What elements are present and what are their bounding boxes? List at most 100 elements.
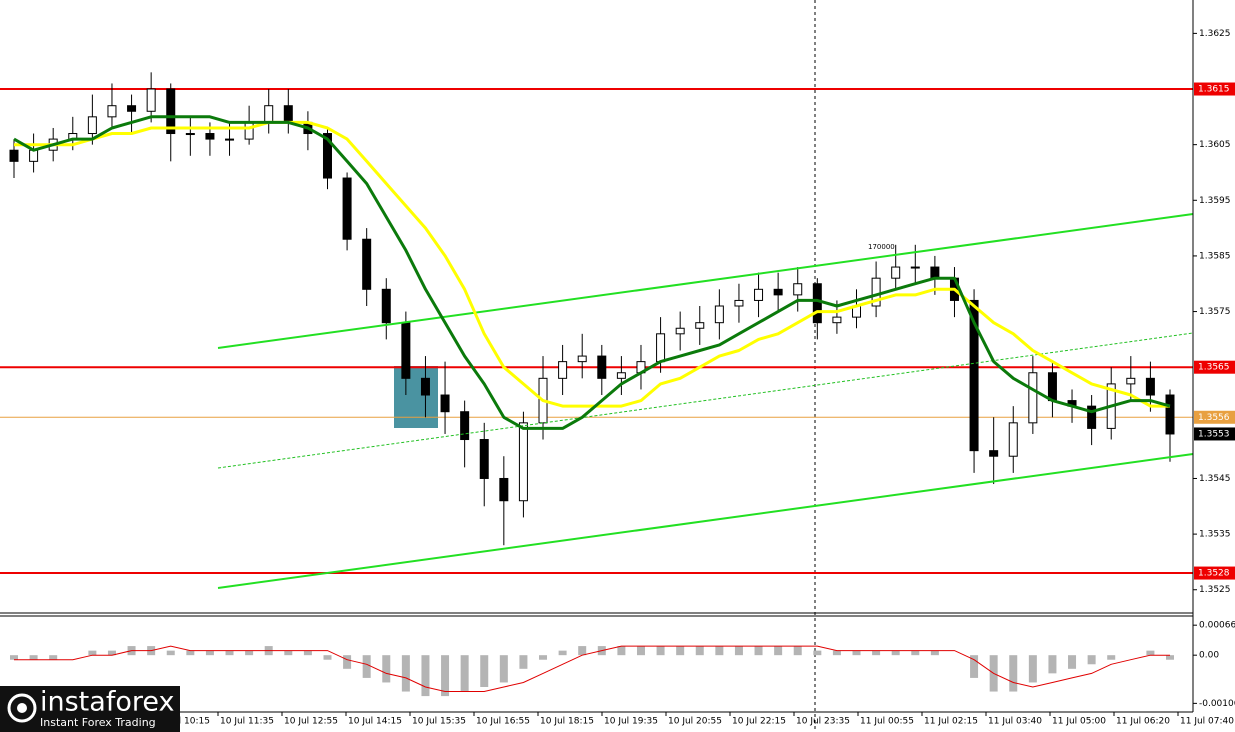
x-tick-label: 10 Jul 16:55 [476, 717, 530, 727]
macd-bar [872, 650, 881, 656]
candle-body [577, 355, 587, 363]
macd-bar [49, 655, 58, 660]
y-tick-label: 1.3625 [1199, 29, 1231, 39]
macd-bar [29, 655, 38, 660]
level-tag [1194, 360, 1235, 374]
candle-body [1047, 372, 1057, 402]
macd-bar [88, 650, 97, 656]
macd-bar [754, 646, 763, 656]
tagline: Instant Forex Trading [40, 716, 156, 729]
level-label: 1.3528 [1198, 569, 1230, 579]
x-tick-label: 10 Jul 15:35 [412, 717, 466, 727]
candle-body [754, 288, 764, 301]
macd-bar [715, 646, 724, 656]
macd-bar [284, 650, 293, 656]
candle-body [773, 288, 783, 296]
macd-bar [480, 655, 489, 687]
macd-bar [1146, 650, 1155, 656]
candle-body [29, 149, 39, 162]
brand: instaforex [40, 687, 174, 718]
macd-panel [0, 612, 1193, 697]
x-tick-label: 10 Jul 11:35 [220, 717, 274, 727]
candle-body [1165, 394, 1175, 435]
macd-bar [343, 655, 352, 669]
macd-bar [519, 655, 528, 669]
macd-signal [14, 645, 1170, 692]
x-tick-label: 10 Jul 18:15 [540, 717, 594, 727]
highlight-box [394, 366, 438, 428]
macd-bar [1009, 655, 1018, 692]
candle-body [127, 105, 137, 112]
candle-body [1028, 372, 1038, 424]
x-tick-label: 11 Jul 03:40 [988, 717, 1042, 727]
candle-body [1126, 377, 1136, 385]
macd-bar [441, 655, 450, 697]
x-tick-label: 10 Jul 20:55 [668, 717, 722, 727]
x-tick-label: 10 Jul 22:15 [732, 717, 786, 727]
candle-body [440, 394, 450, 413]
candle-body [185, 133, 195, 136]
macd-bar [166, 650, 175, 656]
candle-body [264, 105, 274, 123]
y-tick-label: 1.3535 [1199, 530, 1231, 540]
candle-body [989, 450, 999, 457]
candle-body [793, 283, 803, 296]
macd-bar [558, 650, 567, 656]
candle-body [734, 299, 744, 307]
macd-bar [225, 650, 234, 656]
macd-bar [1068, 655, 1077, 669]
candle-body [871, 277, 881, 307]
level-label: 1.3565 [1198, 363, 1230, 373]
candle-body [342, 177, 352, 240]
logo-icon [7, 693, 37, 723]
macd-bar [1087, 655, 1096, 665]
candle-body [362, 238, 372, 290]
candle-body [420, 377, 430, 396]
level-label: 1.3615 [1198, 85, 1230, 95]
candle-body [322, 133, 332, 179]
x-tick-label: 11 Jul 07:40 [1180, 717, 1234, 727]
candle-body [1008, 422, 1018, 457]
macd-bar [695, 646, 704, 656]
macd-bar [303, 650, 312, 656]
candle-body [225, 138, 235, 141]
x-tick-label: 11 Jul 02:15 [924, 717, 978, 727]
x-tick-label: 11 Jul 05:00 [1052, 717, 1106, 727]
macd-bar [676, 646, 685, 656]
candle-body [616, 372, 626, 379]
y-tick-label: 1.3595 [1199, 196, 1231, 206]
levels [0, 88, 1193, 575]
candle-body [499, 477, 509, 502]
macd-bar [970, 655, 979, 678]
candle-body [87, 116, 97, 135]
candle-body [910, 266, 920, 269]
x-tick-label: 10 Jul 19:35 [604, 717, 658, 727]
macd-bar [930, 650, 939, 656]
moving-average [14, 120, 1170, 408]
candle-body [244, 121, 254, 140]
candle-body [381, 288, 391, 324]
macd-bar [499, 655, 508, 683]
channel-lower [217, 453, 1194, 589]
macd-bar [734, 646, 743, 656]
candle-body [656, 333, 666, 363]
channel-mid [217, 332, 1194, 469]
macd-bar [1048, 655, 1057, 674]
macd-bar [636, 646, 645, 656]
y-tick-label: 1.3525 [1199, 585, 1231, 595]
macd-bar [421, 655, 430, 697]
candle-body [812, 283, 822, 324]
x-tick-label: 10 Jul 10:15 [156, 717, 210, 727]
macd-bar [323, 655, 332, 660]
candle-body [1087, 405, 1097, 429]
annotation: 170000 [868, 243, 895, 251]
candle-body [460, 411, 470, 441]
ask-tag [1194, 410, 1235, 424]
last-label: 1.3553 [1198, 429, 1230, 439]
candle-body [9, 149, 19, 162]
level-tag [1194, 566, 1235, 580]
candle-body [714, 305, 724, 324]
